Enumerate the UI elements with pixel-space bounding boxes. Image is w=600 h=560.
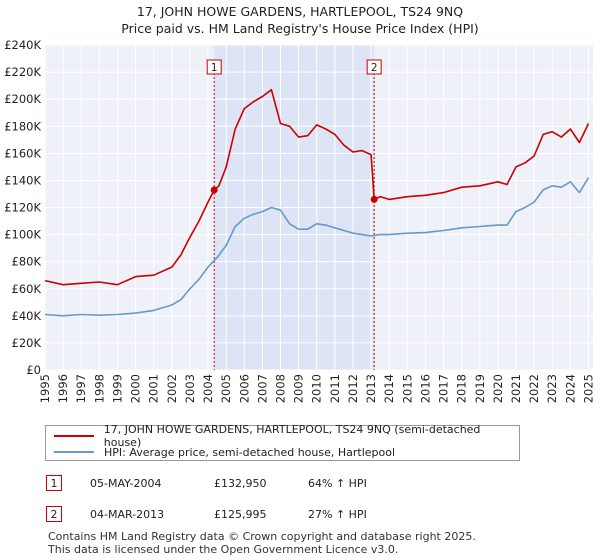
transaction-hpi: 64% ↑ HPI <box>308 477 367 490</box>
y-tick-label: £180K <box>4 119 41 133</box>
x-tick-label: 2003 <box>183 374 197 403</box>
grid <box>44 44 593 371</box>
legend: 17, JOHN HOWE GARDENS, HARTLEPOOL, TS24 … <box>45 423 520 461</box>
sale-marker-box <box>206 59 222 75</box>
x-tick-label: 2019 <box>473 374 487 403</box>
y-tick-label: £20K <box>12 336 42 350</box>
x-tick-label: 1999 <box>110 374 124 403</box>
legend-swatch-property <box>54 435 94 437</box>
x-tick-label: 2005 <box>219 374 233 403</box>
x-axis-ticks: 1995 1996 1997 1998 1999 2000 2001 2002 2003 2004… <box>38 374 595 403</box>
chart-subtitle: Price paid vs. HM Land Registry's House … <box>121 21 479 36</box>
legend-item-property: 17, JOHN HOWE GARDENS, HARTLEPOOL, TS24 … <box>54 423 519 449</box>
series-lines <box>44 88 590 317</box>
legend-label-hpi: HPI: Average price, semi-detached house,… <box>104 445 396 459</box>
y-tick-label: £220K <box>4 65 41 79</box>
x-tick-label: 2012 <box>346 374 360 403</box>
transaction-price: £125,995 <box>214 508 267 521</box>
hpi-line <box>44 177 590 317</box>
y-tick-label: £160K <box>4 146 41 160</box>
y-tick-label: £0 <box>26 363 41 377</box>
sale-point <box>370 195 378 203</box>
x-tick-label: 2007 <box>255 374 269 403</box>
x-tick-label: 2008 <box>274 374 288 403</box>
legend-swatch-hpi <box>54 451 94 453</box>
x-tick-label: 2023 <box>545 374 559 403</box>
y-tick-label: £60K <box>12 282 42 296</box>
x-tick-label: 2024 <box>563 374 577 403</box>
x-tick-label: 2020 <box>491 374 505 403</box>
x-tick-label: 2021 <box>509 374 523 403</box>
y-tick-label: £140K <box>4 173 41 187</box>
sale-marker: 1 <box>206 59 222 75</box>
transaction-number: 1 <box>46 475 62 491</box>
price-chart: £0 £20K £40K £60K £80K £100K £120K £140K £160K £1… <box>4 38 595 403</box>
sale-marker-label: 2 <box>371 62 378 74</box>
x-tick-label: 1995 <box>38 374 52 403</box>
sale-marker: 2 <box>366 59 382 75</box>
sale-marker-label: 1 <box>211 62 218 74</box>
x-tick-label: 2009 <box>292 374 306 403</box>
footer-copyright: Contains HM Land Registry data © Crown c… <box>48 530 476 543</box>
transaction-price: £132,950 <box>214 477 267 490</box>
x-tick-label: 2022 <box>527 374 541 403</box>
transaction-date: 04-MAR-2013 <box>90 508 165 521</box>
chart-title: 17, JOHN HOWE GARDENS, HARTLEPOOL, TS24 … <box>136 4 464 19</box>
y-tick-label: £40K <box>12 309 42 323</box>
x-tick-label: 2018 <box>455 374 469 403</box>
x-tick-label: 2010 <box>310 374 324 403</box>
legend-item-hpi: HPI: Average price, semi-detached house,… <box>54 444 395 460</box>
x-tick-label: 2011 <box>328 374 342 403</box>
x-tick-label: 1997 <box>74 374 88 403</box>
sale-marker-lines <box>213 73 375 370</box>
x-tick-label: 2002 <box>165 374 179 403</box>
x-tick-label: 1998 <box>92 374 106 403</box>
x-tick-label: 2006 <box>237 374 251 403</box>
y-tick-label: £120K <box>4 201 41 215</box>
legend-label-property: 17, JOHN HOWE GARDENS, HARTLEPOOL, TS24 … <box>103 423 481 449</box>
y-tick-label: £100K <box>4 228 41 242</box>
y-axis-ticks: £0 £20K £40K £60K £80K £100K £120K £140K £160K £1… <box>4 38 41 377</box>
y-tick-label: £240K <box>4 38 41 52</box>
x-tick-label: 1996 <box>56 374 70 403</box>
x-tick-label: 2004 <box>201 374 215 403</box>
x-tick-label: 2015 <box>400 374 414 403</box>
x-tick-label: 2025 <box>581 374 595 403</box>
x-tick-label: 2016 <box>418 374 432 403</box>
transaction-date: 05-MAY-2004 <box>90 477 162 490</box>
sale-point <box>210 186 218 194</box>
y-tick-label: £80K <box>12 255 42 269</box>
x-tick-label: 2000 <box>129 374 143 403</box>
x-tick-label: 2017 <box>437 374 451 403</box>
property-price-line <box>44 88 590 286</box>
x-tick-label: 2013 <box>364 374 378 403</box>
footer-licence: This data is licensed under the Open Gov… <box>48 543 399 556</box>
sale-points <box>210 186 378 203</box>
transaction-hpi: 27% ↑ HPI <box>308 508 367 521</box>
x-tick-label: 2014 <box>382 374 396 403</box>
y-tick-label: £200K <box>4 92 41 106</box>
transaction-number: 2 <box>46 506 62 522</box>
x-tick-label: 2001 <box>147 374 161 403</box>
sale-marker-box <box>366 59 382 75</box>
